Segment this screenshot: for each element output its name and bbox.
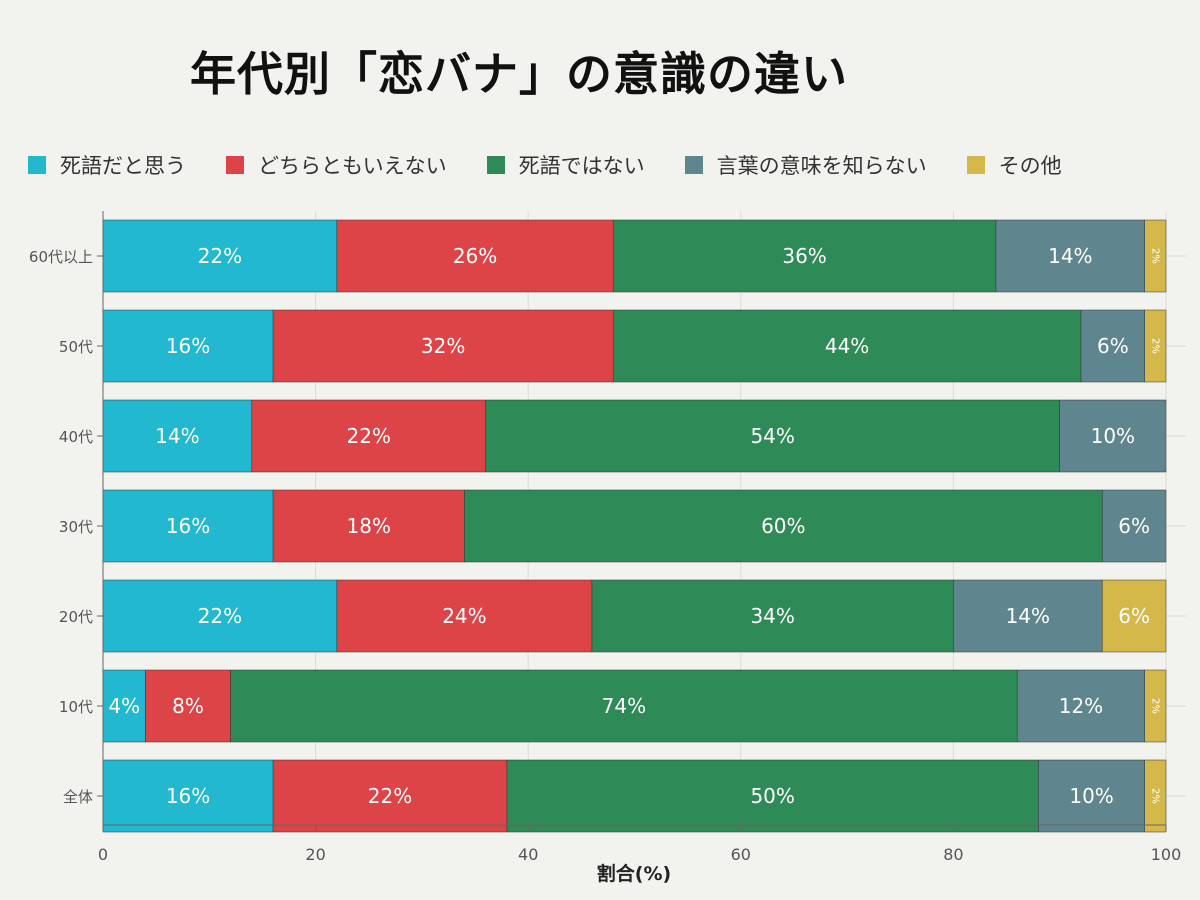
legend-item-sonota: その他 <box>966 150 1062 180</box>
bar-segment <box>272 759 508 833</box>
data-label: 22% <box>368 784 412 808</box>
y-tick-label: 20代 <box>59 608 93 626</box>
data-label: 74% <box>602 694 646 718</box>
data-label: 16% <box>166 784 210 808</box>
legend-swatch <box>226 156 244 174</box>
legend-label: どちらともいえない <box>258 154 447 178</box>
legend-item-shigo-da: 死語だと思う <box>28 150 186 180</box>
x-tick-label: 80 <box>943 845 963 864</box>
data-label: 32% <box>421 334 465 358</box>
data-label: 6% <box>1097 334 1129 358</box>
legend-label: その他 <box>998 154 1062 178</box>
data-label: 6% <box>1118 514 1150 538</box>
data-label: 24% <box>442 604 486 628</box>
data-label: 16% <box>166 334 210 358</box>
bar-segment <box>1059 399 1167 473</box>
bars-layer: 22% 26% 36% 14% 2% 16% 32% 44% 6% 2% 14% 22% 54% 10% 1… <box>102 219 1167 833</box>
legend-label: 死語ではない <box>518 154 645 178</box>
bar-segment <box>953 579 1103 653</box>
x-tick-label: 100 <box>1151 845 1182 864</box>
data-label: 18% <box>347 514 391 538</box>
bar-segment <box>995 219 1145 293</box>
bar-segment <box>102 669 146 743</box>
data-label: 14% <box>1006 604 1050 628</box>
bar-segment <box>102 309 274 383</box>
x-axis-label: 割合(%) <box>597 862 671 885</box>
data-label: 22% <box>198 604 242 628</box>
bar-segment <box>464 489 1103 563</box>
bar-segment <box>145 669 231 743</box>
data-label: 16% <box>166 514 210 538</box>
data-label: 12% <box>1059 694 1103 718</box>
x-tick-label: 0 <box>98 845 108 864</box>
y-tick-label: 全体 <box>63 788 93 806</box>
data-label: 2% <box>1149 338 1160 354</box>
data-label: 14% <box>155 424 199 448</box>
bar-segment <box>591 579 954 653</box>
bar-segment <box>251 399 486 473</box>
bar-segment <box>102 579 338 653</box>
bar-segment <box>1016 669 1145 743</box>
bar-segment <box>1038 759 1145 833</box>
bar-segment <box>336 579 593 653</box>
data-label: 2% <box>1149 698 1160 714</box>
data-label: 6% <box>1118 604 1150 628</box>
data-label: 22% <box>198 244 242 268</box>
x-tick-label: 20 <box>305 845 325 864</box>
data-label: 36% <box>782 244 826 268</box>
legend-label: 言葉の意味を知らない <box>716 154 927 178</box>
y-tick-label: 40代 <box>59 428 93 446</box>
bar-segment <box>485 399 1060 473</box>
data-label: 2% <box>1149 248 1160 264</box>
data-label: 60% <box>761 514 805 538</box>
bar-segment <box>1144 759 1167 833</box>
legend-item-dochira: どちらともいえない <box>226 150 447 180</box>
bar-segment <box>272 309 614 383</box>
x-tick-label: 60 <box>731 845 751 864</box>
legend-item-shigo-dewanai: 死語ではない <box>486 150 645 180</box>
data-label: 50% <box>750 784 794 808</box>
data-label: 34% <box>750 604 794 628</box>
bar-segment <box>102 759 274 833</box>
data-label: 2% <box>1149 788 1160 804</box>
bar-segment <box>506 759 1039 833</box>
data-label: 10% <box>1091 424 1135 448</box>
y-tick-label: 60代以上 <box>29 248 93 266</box>
chart-title: 年代別「恋バナ」の意識の違い <box>190 47 848 101</box>
chart-legend: 死語だと思う どちらともいえない 死語ではない 言葉の意味を知らない その他 <box>28 150 1188 180</box>
legend-swatch <box>28 156 46 174</box>
data-label: 22% <box>347 424 391 448</box>
bar-segment <box>336 219 614 293</box>
y-tick-label: 10代 <box>59 698 93 716</box>
bar-segment <box>1144 669 1167 743</box>
y-tick-label: 50代 <box>59 338 93 356</box>
data-label: 10% <box>1069 784 1113 808</box>
bar-segment <box>272 489 465 563</box>
bar-segment <box>1144 309 1167 383</box>
bar-segment <box>1144 219 1167 293</box>
data-label: 54% <box>750 424 794 448</box>
bar-segment <box>612 219 997 293</box>
data-label: 26% <box>453 244 497 268</box>
bar-segment <box>1101 489 1167 563</box>
bar-segment <box>612 309 1082 383</box>
bar-segment <box>102 219 338 293</box>
y-tick-label: 30代 <box>59 518 93 536</box>
data-label: 14% <box>1048 244 1092 268</box>
bar-segment <box>1080 309 1145 383</box>
x-tick-label: 40 <box>518 845 538 864</box>
data-label: 4% <box>108 694 140 718</box>
data-label: 44% <box>825 334 869 358</box>
legend-swatch <box>966 156 985 174</box>
legend-item-shiranai: 言葉の意味を知らない <box>684 150 927 180</box>
bar-segment <box>1101 579 1167 653</box>
data-label: 8% <box>172 694 204 718</box>
legend-swatch <box>684 156 703 174</box>
legend-swatch <box>486 156 505 174</box>
legend-label: 死語だと思う <box>60 154 186 178</box>
bar-segment <box>102 489 274 563</box>
